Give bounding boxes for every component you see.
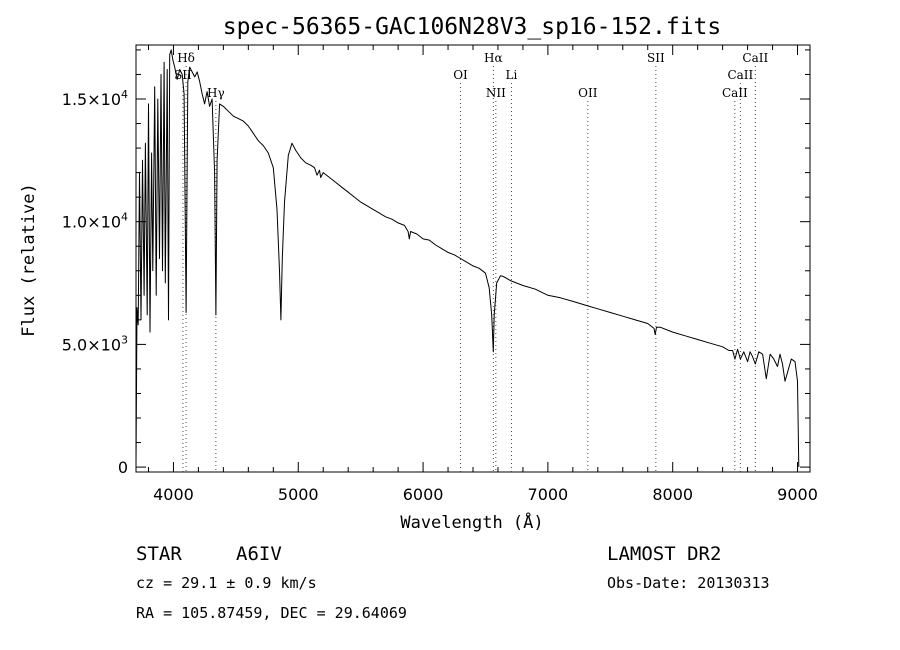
spectral-type: A6IV — [236, 543, 282, 565]
x-axis-ticks: 4000 5000 6000 7000 8000 9000 — [147, 45, 818, 504]
spectral-line-label: SII — [647, 51, 665, 65]
plot-frame — [135, 44, 811, 473]
survey-name: LAMOST DR2 — [607, 543, 721, 565]
y-axis-ticks: 0 5.0×103 1.0×104 1.5×104 — [62, 49, 810, 477]
y-tick-label: 0 — [118, 458, 128, 477]
x-tick-label: 6000 — [403, 485, 444, 504]
spectral-line-label: SII — [174, 68, 192, 82]
spectral-line-label: OII — [578, 86, 598, 100]
y-axis-label: Flux (relative) — [19, 183, 39, 337]
star-label: STAR — [136, 543, 182, 565]
chart-title: spec-56365-GAC106N28V3_sp16-152.fits — [223, 14, 722, 40]
observation-date: Obs-Date: 20130313 — [607, 574, 770, 592]
y-tick-label: 1.5×104 — [62, 88, 128, 109]
spectral-line-label: Hα — [484, 51, 503, 65]
x-axis-label: Wavelength (Å) — [400, 511, 543, 533]
x-tick-label: 5000 — [278, 485, 319, 504]
x-tick-label: 4000 — [153, 485, 194, 504]
x-tick-label: 7000 — [528, 485, 569, 504]
spectral-line-label: CaII — [727, 68, 753, 82]
spectral-line-label: Hδ — [177, 51, 195, 65]
spectral-line-label: CaII — [742, 51, 768, 65]
y-tick-label: 1.0×104 — [62, 211, 128, 232]
x-tick-label: 8000 — [652, 485, 693, 504]
y-tick-label: 5.0×103 — [62, 333, 128, 354]
flux-series-line — [135, 49, 800, 468]
spectral-line-label: NII — [486, 86, 506, 100]
x-tick-label: 9000 — [777, 485, 818, 504]
spectral-line-label: CaII — [722, 86, 748, 100]
spectral-line-markers — [182, 66, 756, 472]
ra-dec: RA = 105.87459, DEC = 29.64069 — [136, 604, 407, 622]
spectral-line-label: Li — [506, 68, 518, 82]
spectral-line-label: Hγ — [207, 86, 225, 100]
spectral-line-label: OI — [453, 68, 468, 82]
redshift-cz: cz = 29.1 ± 0.9 km/s — [136, 574, 317, 592]
